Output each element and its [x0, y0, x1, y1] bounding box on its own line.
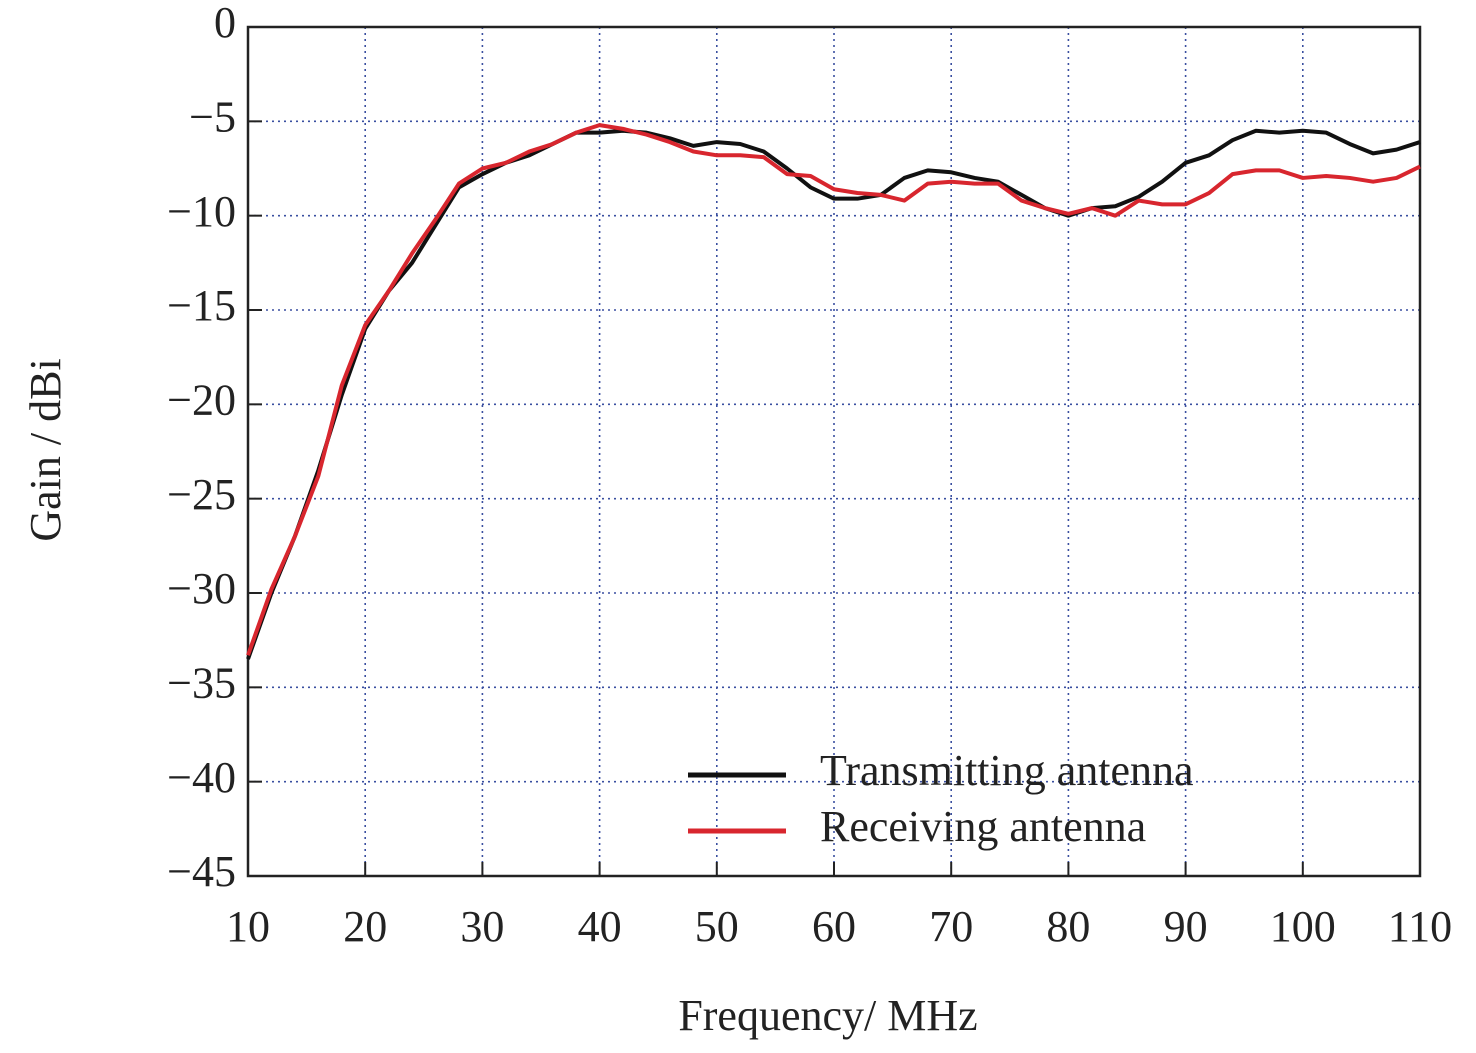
x-tick-label: 80 [1046, 902, 1090, 951]
x-axis-label: Frequency/ MHz [678, 991, 977, 1040]
x-tick-label: 90 [1164, 902, 1208, 951]
y-tick-label: −15 [167, 281, 236, 330]
x-tick-label: 100 [1270, 902, 1336, 951]
series-line [246, 128, 1421, 660]
x-tick-label: 20 [343, 902, 387, 951]
y-tick-label: −35 [167, 658, 236, 707]
x-tick-label: 50 [695, 902, 739, 951]
plot-frame [246, 25, 1422, 878]
x-tick-label: 70 [929, 902, 973, 951]
x-tick-label: 60 [812, 902, 856, 951]
x-tick-label: 10 [226, 902, 270, 951]
y-tick-label: −25 [167, 470, 236, 519]
x-tick-label: 40 [578, 902, 622, 951]
y-tick-label: −45 [167, 847, 236, 896]
y-axis-label: Gain / dBi [21, 358, 70, 541]
legend-label: Transmitting antenna [820, 746, 1194, 795]
y-tick-label: −40 [167, 753, 236, 802]
y-tick-label: −10 [167, 187, 236, 236]
series-line [246, 123, 1421, 656]
y-tick-label: −5 [189, 92, 236, 141]
x-tick-label: 30 [460, 902, 504, 951]
x-tick-label: 110 [1388, 902, 1452, 951]
y-tick-label: −20 [167, 375, 236, 424]
legend-label: Receiving antenna [820, 802, 1146, 851]
y-tick-label: 0 [214, 0, 236, 47]
y-tick-label: −30 [167, 564, 236, 613]
